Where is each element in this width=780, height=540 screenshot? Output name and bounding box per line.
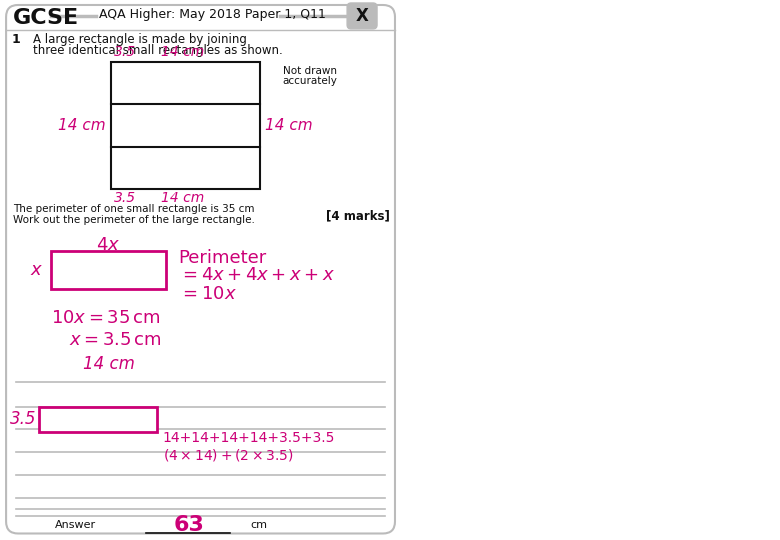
Text: AQA Higher: May 2018 Paper 1, Q11: AQA Higher: May 2018 Paper 1, Q11 [99, 8, 326, 21]
Text: $10x = 35\,\mathrm{cm}$: $10x = 35\,\mathrm{cm}$ [51, 309, 161, 327]
FancyBboxPatch shape [6, 5, 395, 534]
Text: accurately: accurately [283, 76, 338, 86]
Text: three identical small rectangles as shown.: three identical small rectangles as show… [33, 44, 283, 57]
Text: 14+14+14+14+3.5+3.5: 14+14+14+14+3.5+3.5 [163, 431, 335, 445]
Bar [111, 62, 261, 190]
Text: 14 cm: 14 cm [161, 45, 204, 59]
Text: X: X [356, 7, 368, 25]
Text: A large rectangle is made by joining: A large rectangle is made by joining [33, 33, 247, 46]
Text: [4 marks]: [4 marks] [326, 210, 390, 222]
Text: 1: 1 [11, 33, 20, 46]
FancyBboxPatch shape [347, 3, 377, 29]
Text: 14 cm: 14 cm [265, 118, 313, 133]
Text: $x$: $x$ [30, 261, 43, 279]
Text: 3.5: 3.5 [9, 410, 36, 428]
Bar [51, 251, 165, 289]
Text: $(4 \times 14) + (2 \times 3.5)$: $(4 \times 14) + (2 \times 3.5)$ [163, 447, 293, 463]
Text: 14 cm: 14 cm [83, 355, 135, 373]
Text: 63: 63 [173, 515, 204, 535]
Text: $= 4x + 4x + x + x$: $= 4x + 4x + x + x$ [179, 266, 335, 284]
Text: The perimeter of one small rectangle is 35 cm: The perimeter of one small rectangle is … [13, 205, 254, 214]
Text: Work out the perimeter of the large rectangle.: Work out the perimeter of the large rect… [13, 215, 255, 225]
Text: 3.5: 3.5 [114, 192, 136, 205]
Text: $4x$: $4x$ [96, 237, 120, 254]
Text: Answer: Answer [55, 519, 96, 530]
Bar [39, 407, 157, 432]
Text: 14 cm: 14 cm [161, 192, 204, 205]
Text: 14 cm: 14 cm [58, 118, 106, 133]
Text: GCSE: GCSE [13, 8, 80, 28]
Text: $x = 3.5\,\mathrm{cm}$: $x = 3.5\,\mathrm{cm}$ [69, 331, 161, 349]
Text: 3.5: 3.5 [114, 45, 136, 59]
Text: cm: cm [250, 519, 268, 530]
Text: Perimeter: Perimeter [179, 249, 267, 267]
Text: Not drawn: Not drawn [283, 66, 337, 76]
Text: $= 10x$: $= 10x$ [179, 285, 236, 303]
